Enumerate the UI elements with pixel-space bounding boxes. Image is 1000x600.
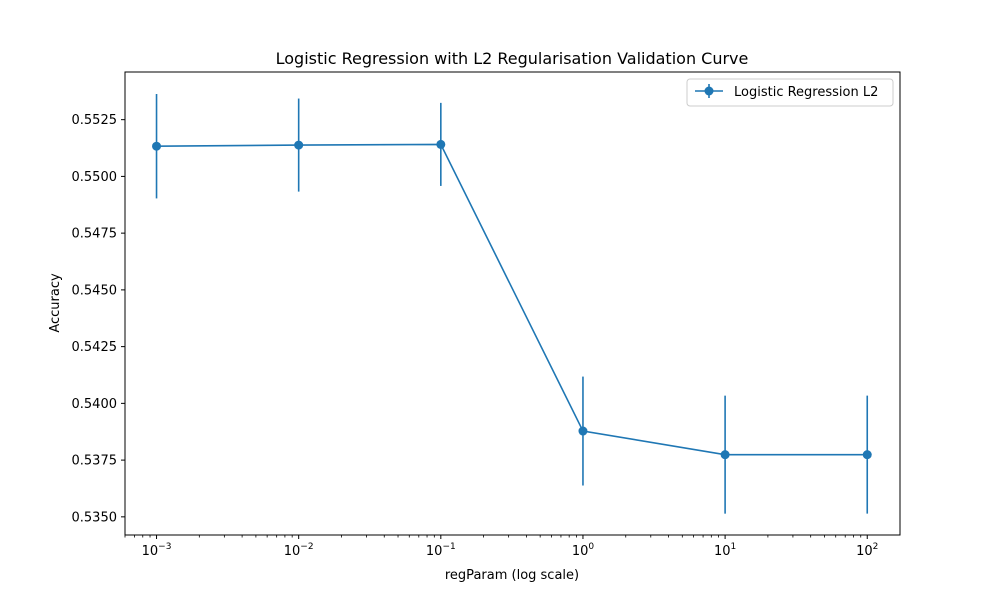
plot-area [152,94,872,514]
chart-title: Logistic Regression with L2 Regularisati… [276,49,749,68]
x-tick-label: 102 [856,542,878,559]
y-tick-label: 0.5400 [72,397,118,412]
x-tick-exponent: 1 [731,542,737,552]
data-point [862,450,872,460]
x-tick-base: 10 [142,544,159,559]
data-point [294,140,304,150]
x-tick-exponent: −3 [158,542,171,552]
x-tick-label: 10−1 [426,542,456,559]
x-tick-base: 10 [714,544,731,559]
y-tick-label: 0.5350 [72,510,118,525]
x-tick-label: 10−2 [284,542,314,559]
data-point [578,426,588,436]
series-line [156,143,868,456]
y-tick-label: 0.5425 [72,340,118,355]
x-tick-base: 10 [426,544,443,559]
x-tick-exponent: 0 [588,542,594,552]
legend-point [704,86,714,96]
y-tick-label: 0.5475 [72,227,118,242]
x-tick-exponent: 2 [873,542,879,552]
x-tick-base: 10 [856,544,873,559]
legend: Logistic Regression L2 [686,78,894,107]
x-tick-exponent: −1 [442,542,455,552]
x-axis-label: regParam (log scale) [445,568,579,583]
legend-marker [695,84,723,98]
y-tick-label: 0.5450 [72,283,118,298]
legend-label: Logistic Regression L2 [734,85,878,100]
x-tick-exponent: −2 [300,542,313,552]
y-tick-label: 0.5525 [72,113,118,128]
y-axis-label: Accuracy [48,273,63,333]
x-tick-base: 10 [284,544,301,559]
x-tick-base: 10 [572,544,589,559]
x-tick-label: 10−3 [142,542,172,559]
y-tick-label: 0.5500 [72,170,118,185]
x-tick-label: 100 [572,542,595,559]
legend-frame [686,78,894,107]
y-tick-label: 0.5375 [72,454,118,469]
x-tick-label: 101 [714,542,736,559]
data-point [152,141,162,151]
axes: 0.5350 0.5375 0.5400 0.5425 0.5450 0.5475 0.55… [72,71,901,559]
data-point [720,450,730,460]
plot-frame [124,71,901,536]
data-point [436,139,446,149]
